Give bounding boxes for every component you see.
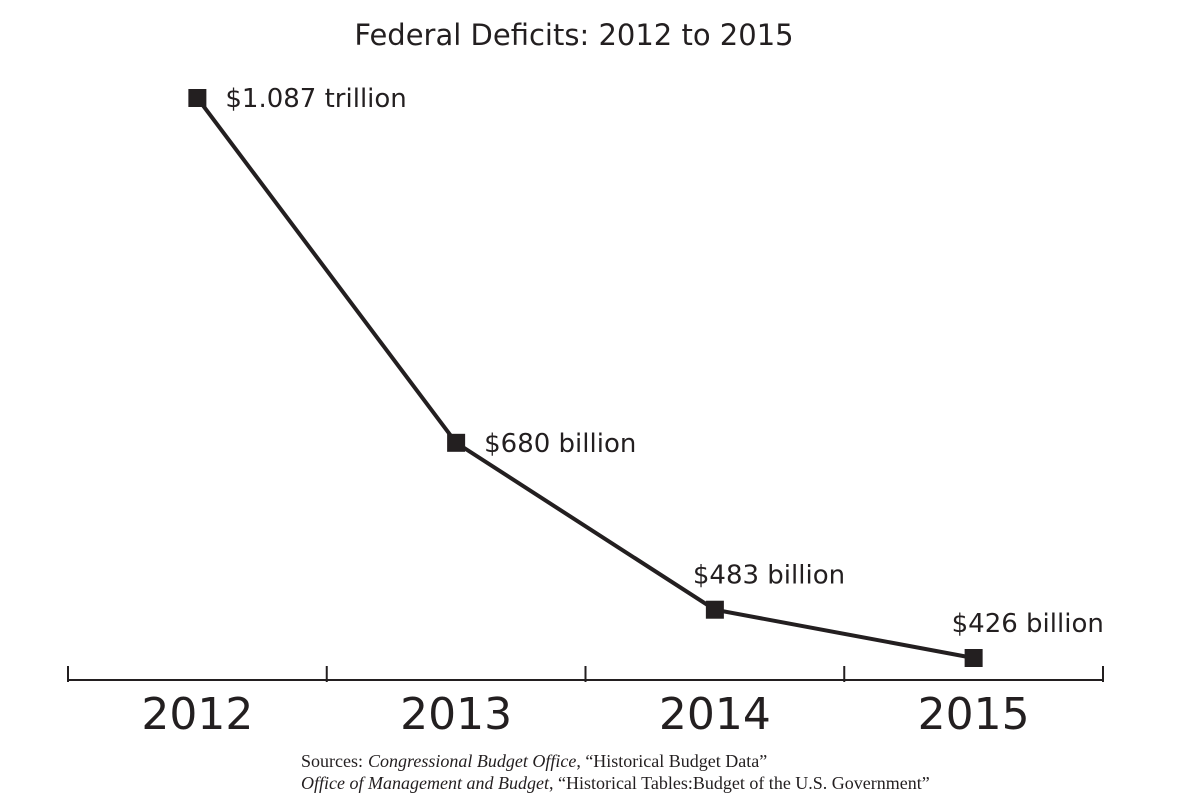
data-label: $680 billion xyxy=(484,429,636,459)
data-point xyxy=(188,89,207,107)
x-tick-label: 2013 xyxy=(400,689,512,740)
chart-title: Federal Deficits: 2012 to 2015 xyxy=(354,18,793,52)
series-line xyxy=(195,96,974,660)
source-line: Sources: Congressional Budget Office, “Hi… xyxy=(301,751,767,771)
data-label: $483 billion xyxy=(693,561,845,591)
source-text: , “Historical Budget Data” xyxy=(576,751,767,771)
data-point xyxy=(705,600,724,619)
x-tick-label: 2012 xyxy=(141,689,253,740)
x-tick-label: 2014 xyxy=(659,689,771,740)
x-tick-label: 2015 xyxy=(918,689,1030,740)
source-text: Congressional Budget Office xyxy=(368,751,576,771)
data-point xyxy=(447,433,466,452)
source-line: Office of Management and Budget, “Histor… xyxy=(301,773,930,793)
source-text: Sources: xyxy=(301,751,363,771)
data-point xyxy=(964,649,983,667)
data-label: $426 billion xyxy=(952,609,1104,639)
source-text: , “Historical Tables:Budget of the U.S. … xyxy=(549,773,930,793)
sources: Sources: Congressional Budget Office, “Hi… xyxy=(301,751,930,793)
data-label: $1.087 trillion xyxy=(225,84,406,114)
source-text: Office of Management and Budget xyxy=(301,773,550,793)
